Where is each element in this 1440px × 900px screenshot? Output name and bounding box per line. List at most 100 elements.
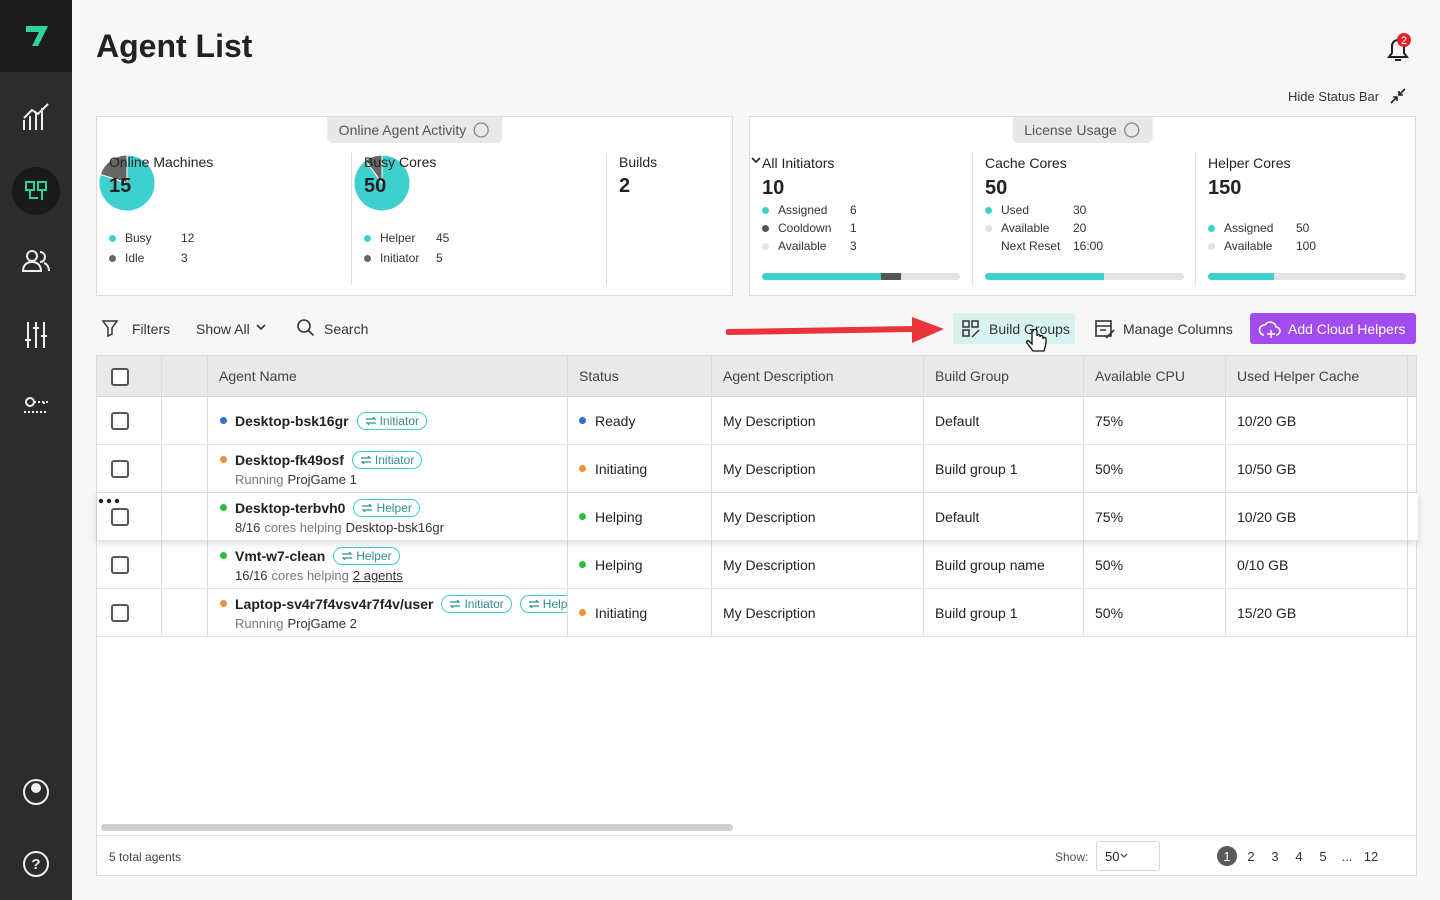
legend-dot xyxy=(364,235,371,242)
status-cell: Initiating xyxy=(579,605,647,621)
nav-analytics[interactable] xyxy=(23,103,49,130)
nav-profile[interactable] xyxy=(23,779,49,805)
status-label: Ready xyxy=(595,413,636,429)
cpu-cell: 50% xyxy=(1095,605,1124,621)
tag-label: Initiator xyxy=(464,597,504,611)
page-number[interactable]: 1 xyxy=(1223,849,1231,864)
add-cloud-helpers-button[interactable]: Add Cloud Helpers xyxy=(1250,313,1416,344)
description-cell: My Description xyxy=(723,557,816,573)
usage-segment xyxy=(1208,273,1274,280)
help-circle xyxy=(473,122,489,138)
agent-table: Agent Name Status Agent Description Build G… xyxy=(96,355,1418,876)
page-number[interactable]: 3 xyxy=(1271,849,1279,864)
stat-card: Helper Cores 150 Assigned 50 Available 100 xyxy=(1195,153,1417,285)
nav-keys[interactable] xyxy=(24,401,48,413)
show-all-dropdown[interactable]: Show All xyxy=(196,321,250,337)
table-row[interactable]: Laptop-sv4r7f4vsv4r7f4v/user Initiator Hel… xyxy=(97,589,1416,637)
status-dot xyxy=(220,552,227,559)
subline-part: Running xyxy=(235,616,284,631)
row-checkbox[interactable] xyxy=(111,412,129,430)
hide-status-bar[interactable]: Hide Status Bar xyxy=(1288,89,1380,104)
cpu-cell: 50% xyxy=(1095,461,1124,477)
nav-users[interactable] xyxy=(21,251,50,272)
build-group-cell: Build group 1 xyxy=(935,605,1018,621)
tag-label: Helper xyxy=(356,549,392,563)
page-number[interactable]: 2 xyxy=(1247,849,1255,864)
usage-bar xyxy=(1208,273,1406,280)
cache-cell: 0/10 GB xyxy=(1237,557,1289,573)
legend-value: 3 xyxy=(181,251,188,265)
manage-columns-button[interactable]: Manage Columns xyxy=(1123,321,1233,337)
cache-cell: 10/20 GB xyxy=(1237,509,1297,525)
agent-subline: Running ProjGame 2 xyxy=(235,616,361,631)
select-chevron xyxy=(1121,853,1128,858)
row-checkbox[interactable] xyxy=(111,604,129,622)
column-divider xyxy=(207,493,208,541)
legend-value: 5 xyxy=(436,251,443,265)
status-dot xyxy=(579,417,586,424)
status-label: Initiating xyxy=(595,461,648,477)
nav-agents-active[interactable] xyxy=(12,167,60,215)
stat-total: 150 xyxy=(1208,177,1242,199)
description-cell: My Description xyxy=(723,413,816,429)
chevron-path xyxy=(1121,853,1128,858)
table-row[interactable]: Desktop-bsk16gr Initiator Ready My Descript… xyxy=(97,397,1416,445)
pie-chart xyxy=(353,154,411,212)
stat-label: Busy Cores xyxy=(364,154,437,170)
tag-icon-path xyxy=(528,599,540,609)
horizontal-scrollbar xyxy=(101,824,733,831)
row-menu[interactable] xyxy=(97,496,121,506)
column-header: Agent Name xyxy=(219,368,297,384)
collapse-icon[interactable] xyxy=(1388,86,1408,106)
page-number[interactable]: 5 xyxy=(1319,849,1327,864)
legend-name: Idle xyxy=(125,251,145,265)
description-cell: My Description xyxy=(723,509,816,525)
legend-value: 20 xyxy=(1073,221,1087,235)
subline-part: Running xyxy=(235,472,284,487)
subline-part: Desktop-bsk16gr xyxy=(345,520,444,535)
cpu-cell: 50% xyxy=(1095,557,1124,573)
status-cell: Helping xyxy=(579,557,642,573)
stat-card: All Initiators 10 Assigned 6 Cooldown 1 Availa… xyxy=(750,153,972,285)
page-number[interactable]: 4 xyxy=(1295,849,1303,864)
stat-total: 2 xyxy=(619,175,631,197)
column-divider xyxy=(923,493,924,541)
agent-name: Laptop-sv4r7f4vsv4r7f4v/user xyxy=(235,596,434,612)
page-size-select[interactable]: 50 xyxy=(1096,841,1160,871)
header-checkbox xyxy=(111,368,129,386)
table-row[interactable]: Desktop-fk49osf Initiator Running ProjGame … xyxy=(97,445,1416,493)
pie-chart xyxy=(98,154,156,212)
status-dot xyxy=(220,417,227,424)
build-group-cell: Build group name xyxy=(935,557,1045,573)
cpu-cell: 75% xyxy=(1095,509,1124,525)
build-groups-button[interactable]: Build Groups xyxy=(953,313,1075,344)
table-row[interactable]: Vmt-w7-clean Helper 16/16 cores helping 2 ag… xyxy=(97,541,1416,589)
role-tag: Initiator xyxy=(441,595,512,613)
row-checkbox[interactable] xyxy=(111,508,129,526)
stat-card: Online Machines 15 Busy 12 Idle 3 xyxy=(97,153,351,285)
agent-subline: Running ProjGame 1 xyxy=(235,472,361,487)
tag-label: Initiator xyxy=(374,453,415,467)
column-header: Used Helper Cache xyxy=(1237,368,1360,384)
legend-dot xyxy=(364,255,371,262)
legend-dot xyxy=(762,243,769,250)
build-groups-icon xyxy=(962,320,980,338)
nav-help[interactable] xyxy=(23,851,49,877)
page-number[interactable]: ... xyxy=(1341,849,1353,864)
subline-part: ProjGame 1 xyxy=(287,472,357,487)
notifications[interactable]: 2 xyxy=(1380,30,1416,66)
status-dot xyxy=(579,513,586,520)
search-field[interactable]: Search xyxy=(324,321,369,337)
filters-button[interactable]: Filters xyxy=(132,321,171,337)
column-divider xyxy=(1407,493,1408,541)
row-checkbox[interactable] xyxy=(111,460,129,478)
agent-name: Desktop-bsk16gr xyxy=(235,413,349,429)
nav-settings[interactable] xyxy=(25,322,47,348)
usage-segment xyxy=(880,273,901,280)
table-row[interactable]: Desktop-terbvh0 Helper 8/16 cores helping De… xyxy=(97,493,1418,541)
dropdown-chevron xyxy=(751,157,761,164)
legend-dot xyxy=(1208,243,1215,250)
row-checkbox[interactable] xyxy=(111,556,129,574)
page-number[interactable]: 12 xyxy=(1363,849,1379,864)
logo[interactable] xyxy=(0,0,72,72)
